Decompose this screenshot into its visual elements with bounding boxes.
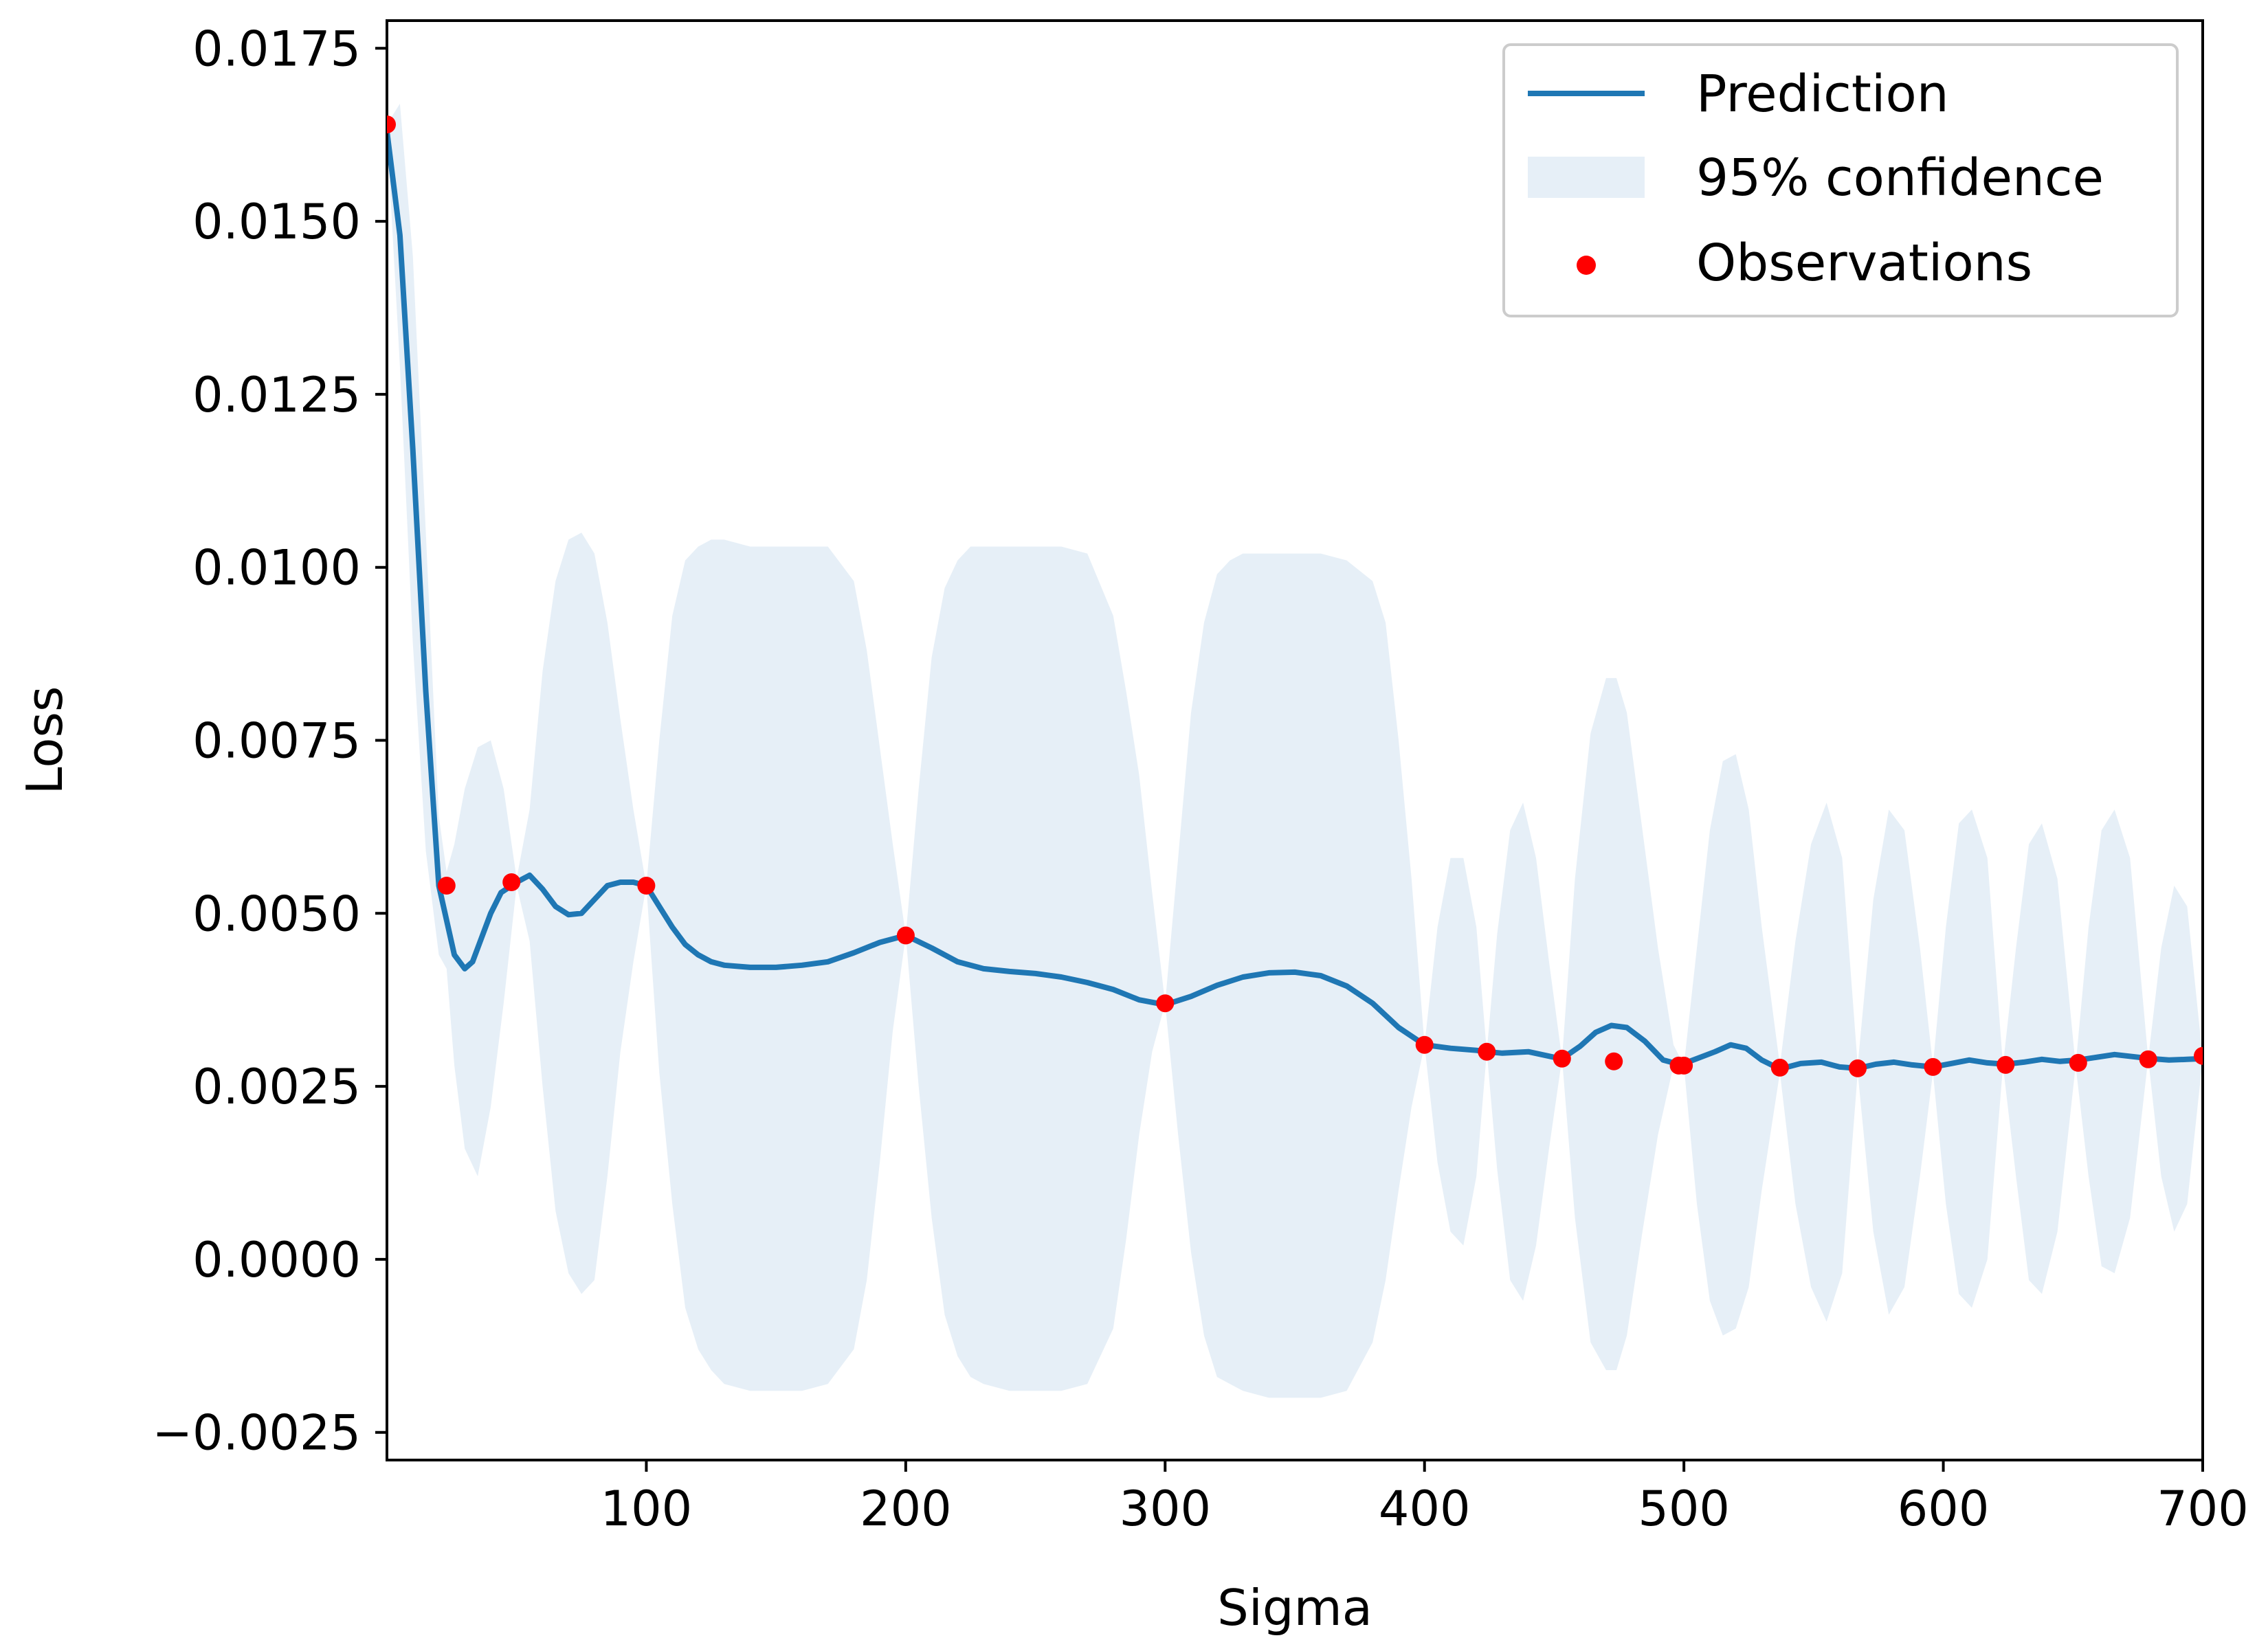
observation-point	[502, 873, 521, 891]
legend-entry: Prediction	[1528, 65, 1949, 124]
legend-label: Prediction	[1696, 65, 1949, 124]
y-tick-label: 0.0050	[192, 886, 361, 942]
y-axis-label: Loss	[16, 686, 74, 795]
observation-point	[1924, 1057, 1942, 1076]
prediction-line	[387, 128, 2203, 1072]
observation-point	[2194, 1046, 2203, 1065]
legend-label: Observations	[1696, 234, 2032, 293]
legend-entry: Observations	[1577, 234, 2032, 293]
y-tick-label: 0.0100	[192, 540, 361, 596]
y-tick-label: −0.0025	[152, 1405, 361, 1461]
y-tick-label: 0.0125	[192, 367, 361, 423]
observation-point	[896, 926, 915, 945]
legend-box	[1502, 43, 2179, 317]
y-tick-label: 0.0150	[192, 194, 361, 250]
observation-point	[1849, 1059, 1867, 1077]
legend-entry: 95% confidence	[1528, 148, 2104, 207]
x-tick-label: 100	[601, 1481, 693, 1537]
observation-point	[637, 877, 656, 895]
observation-point	[2069, 1053, 2087, 1072]
observation-point	[1156, 994, 1175, 1013]
y-tick-label: 0.0000	[192, 1232, 361, 1288]
y-tick-label: 0.0175	[192, 21, 361, 77]
x-axis-label: Sigma	[1217, 1579, 1372, 1637]
legend-marker-swatch	[1577, 256, 1596, 275]
legend-label: 95% confidence	[1696, 148, 2104, 207]
x-tick-label: 300	[1119, 1481, 1211, 1537]
x-tick-label: 200	[860, 1481, 952, 1537]
observation-point	[387, 115, 396, 134]
observation-point	[1997, 1055, 2015, 1074]
observation-point	[1770, 1058, 1789, 1077]
observation-point	[1605, 1052, 1623, 1070]
observation-point	[437, 877, 456, 895]
y-tick-label: 0.0075	[192, 713, 361, 770]
y-tick-label: 0.0025	[192, 1059, 361, 1115]
observation-point	[2139, 1050, 2157, 1068]
x-tick-label: 500	[1638, 1481, 1730, 1537]
plot-area	[387, 103, 2203, 1398]
x-tick-label: 600	[1898, 1481, 1990, 1537]
legend-band-swatch	[1528, 157, 1645, 198]
axes: 100 200 300 400 500 600 700 −0.0025 0.0000 0.0025…	[16, 19, 2249, 1637]
observation-point	[1478, 1042, 1496, 1061]
observation-point	[1553, 1049, 1571, 1068]
confidence-band	[387, 103, 2203, 1398]
legend: Prediction 95% confidence Observations	[1502, 43, 2179, 317]
observation-point	[1675, 1056, 1693, 1075]
x-tick-label: 400	[1379, 1481, 1471, 1537]
observation-point	[1415, 1035, 1434, 1054]
observations	[387, 115, 2203, 1077]
x-tick-label: 700	[2157, 1481, 2249, 1537]
